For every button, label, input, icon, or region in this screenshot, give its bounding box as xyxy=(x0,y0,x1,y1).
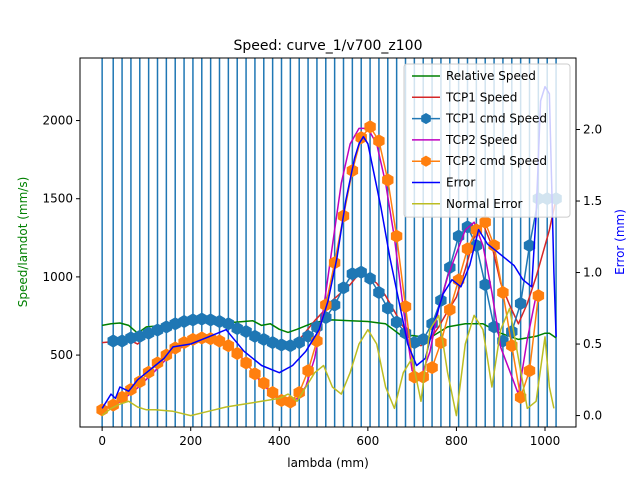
series-point-tcp1-cmd-speed xyxy=(514,296,527,311)
series-point-tcp1-cmd-speed xyxy=(222,317,235,331)
series-point-tcp1-cmd-speed xyxy=(390,315,403,329)
series-point-tcp1-cmd-speed xyxy=(364,271,376,286)
y-right-tick-label: 0.5 xyxy=(583,337,602,351)
series-point-tcp1-cmd-speed xyxy=(240,325,252,339)
series-point-tcp2-cmd-speed xyxy=(399,300,412,314)
legend-box xyxy=(403,63,571,218)
y-axis-left-label: Speed/lamdot (mm/s) xyxy=(16,177,30,308)
x-tick-label: 0 xyxy=(98,434,106,448)
y-right-tick-label: 0.0 xyxy=(583,409,602,423)
y-left-tick-label: 500 xyxy=(50,348,73,362)
series-point-tcp1-cmd-speed xyxy=(523,239,536,253)
legend-label: Relative Speed xyxy=(446,69,536,83)
series-point-tcp1-cmd-speed xyxy=(337,281,350,295)
series-point-tcp2-cmd-speed xyxy=(240,356,252,370)
x-tick-label: 600 xyxy=(356,434,379,448)
series-point-tcp2-cmd-speed xyxy=(231,346,243,361)
series-point-tcp1-cmd-speed xyxy=(417,332,429,346)
x-tick-label: 400 xyxy=(268,434,291,448)
series-point-tcp2-cmd-speed xyxy=(382,173,394,187)
series-point-tcp2-cmd-speed xyxy=(488,239,500,253)
y-right-tick-label: 1.0 xyxy=(583,266,602,280)
series-point-tcp2-cmd-speed xyxy=(435,336,447,350)
series-point-tcp1-cmd-speed xyxy=(266,336,279,350)
series-point-tcp2-cmd-speed xyxy=(266,386,279,400)
series-line-error xyxy=(101,85,557,409)
series-point-tcp2-cmd-speed xyxy=(390,229,403,243)
y-axis-right-label: Error (mm) xyxy=(613,209,627,275)
series-point-tcp2-cmd-speed xyxy=(213,334,226,348)
series-point-tcp2-cmd-speed xyxy=(497,285,509,300)
series-point-tcp2-cmd-speed xyxy=(311,334,323,348)
series-point-tcp1-cmd-speed xyxy=(302,329,314,343)
y-right-tick-label: 1.5 xyxy=(583,194,602,208)
series-point-tcp1-cmd-speed xyxy=(204,313,217,327)
series-point-tcp1-cmd-speed xyxy=(249,329,261,343)
legend-label: TCP1 cmd Speed xyxy=(445,112,547,126)
legend-marker xyxy=(421,113,431,125)
series-point-tcp1-cmd-speed xyxy=(355,265,367,279)
y-left-tick-label: 1000 xyxy=(42,270,73,284)
legend-label: TCP2 Speed xyxy=(445,133,517,147)
series-point-tcp1-cmd-speed xyxy=(213,314,226,329)
series-point-tcp2-cmd-speed xyxy=(302,364,314,378)
series-point-tcp2-cmd-speed xyxy=(222,339,235,353)
y-left-tick-label: 1500 xyxy=(42,192,73,206)
legend-label: TCP2 cmd Speed xyxy=(445,154,547,168)
plot-frame xyxy=(79,57,577,428)
chart-title: Speed: curve_1/v700_z100 xyxy=(234,38,423,54)
plot-area xyxy=(96,58,562,427)
y-left-tick-label: 2000 xyxy=(42,114,73,128)
series-point-tcp2-cmd-speed xyxy=(373,134,385,148)
series-point-tcp2-cmd-speed xyxy=(426,361,438,375)
series-point-tcp2-cmd-speed xyxy=(284,395,297,409)
series-point-tcp2-cmd-speed xyxy=(532,289,545,303)
axes: 0 200 400 600 800 1000 500 1000 1500 2000 0.0 0.5 1.… xyxy=(42,114,602,448)
series-point-tcp1-cmd-speed xyxy=(479,278,491,292)
x-tick-label: 200 xyxy=(179,434,202,448)
series-point-tcp2-cmd-speed xyxy=(249,367,261,381)
series-point-tcp2-cmd-speed xyxy=(461,242,474,256)
legend: Relative Speed TCP1 Speed TCP1 cmd Speed TC… xyxy=(403,63,571,218)
series-point-tcp2-cmd-speed xyxy=(523,364,536,378)
series-point-tcp2-cmd-speed xyxy=(506,339,518,353)
series-point-tcp2-cmd-speed xyxy=(444,303,456,317)
series-point-tcp1-cmd-speed xyxy=(373,285,385,300)
legend-marker xyxy=(421,155,431,167)
legend-label: Error xyxy=(446,176,475,190)
series-point-tcp1-cmd-speed xyxy=(382,301,394,315)
series-point-tcp2-cmd-speed xyxy=(364,120,376,134)
series-point-tcp2-cmd-speed xyxy=(514,390,527,404)
series-point-tcp2-cmd-speed xyxy=(134,375,146,389)
series-point-tcp1-cmd-speed xyxy=(231,321,243,336)
series-point-tcp1-cmd-speed xyxy=(258,332,270,346)
x-tick-label: 1000 xyxy=(530,434,561,448)
y-right-tick-label: 2.0 xyxy=(583,123,602,137)
series-line-normal-error xyxy=(101,307,555,417)
x-tick-label: 800 xyxy=(445,434,468,448)
legend-label: TCP1 Speed xyxy=(445,90,517,104)
series-point-tcp2-cmd-speed xyxy=(275,393,288,407)
series-point-tcp2-cmd-speed xyxy=(258,376,270,390)
x-axis-label: lambda (mm) xyxy=(287,456,369,470)
series-point-tcp2-cmd-speed xyxy=(479,215,491,229)
series-point-tcp2-cmd-speed xyxy=(96,403,108,417)
series-point-tcp2-cmd-speed xyxy=(355,131,367,145)
legend-label: Normal Error xyxy=(446,197,523,211)
